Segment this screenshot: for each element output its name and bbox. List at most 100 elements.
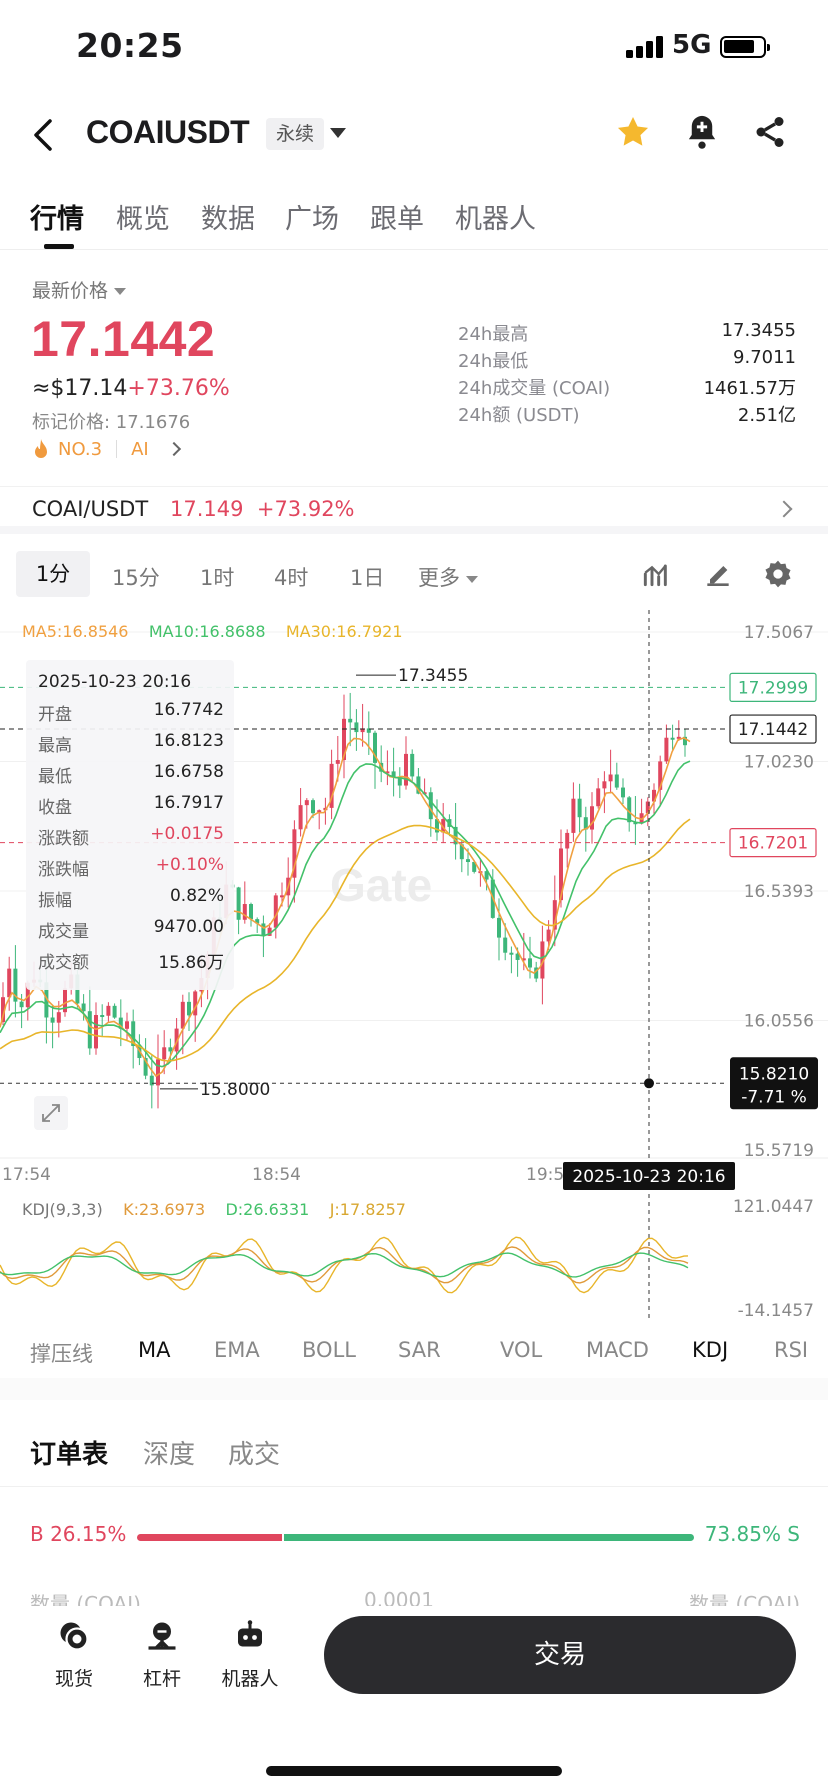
candle-body — [131, 1021, 136, 1047]
tab-square[interactable]: 广场 — [285, 204, 339, 235]
indicator-ema[interactable]: EMA — [214, 1338, 260, 1362]
candle-body — [559, 848, 563, 901]
candle-body — [459, 844, 464, 860]
indicator-boll[interactable]: BOLL — [302, 1338, 356, 1362]
buy-ratio: B 26.15% — [30, 1522, 127, 1546]
candle-body — [236, 887, 241, 920]
interval-15m[interactable]: 15分 — [112, 566, 160, 590]
candle-body — [174, 1028, 179, 1052]
candle-body — [509, 952, 514, 955]
gear-icon[interactable] — [762, 558, 794, 590]
candle-body — [652, 789, 656, 802]
interval-more[interactable]: 更多 — [418, 562, 478, 592]
column-header: 数量 (COAI) — [689, 1592, 800, 1608]
nav-label: 机器人 — [221, 1668, 279, 1690]
back-icon[interactable] — [28, 115, 58, 155]
tooltip-value: 15.86万 — [158, 953, 224, 973]
price-alert-icon[interactable] — [684, 113, 720, 151]
indicator-ma[interactable]: MA — [138, 1338, 171, 1362]
candle-body — [472, 862, 477, 872]
pair-title: COAIUSDT — [86, 114, 250, 150]
candle-body — [515, 953, 520, 960]
y-tick-label: 15.5719 — [744, 1141, 814, 1161]
rank-row[interactable]: NO.3 AI — [32, 438, 181, 460]
stat-value: 2.51亿 — [737, 405, 796, 426]
leverage-icon — [144, 1618, 180, 1654]
change-percent: +73.76% — [127, 376, 230, 401]
nav-leverage[interactable]: 杠杆 — [126, 1618, 198, 1691]
active-tab-indicator — [44, 244, 74, 249]
stat-row: 24h额 (USDT) 2.51亿 — [458, 401, 796, 428]
candle-body — [627, 797, 632, 823]
expand-icon-glyph — [42, 1104, 60, 1122]
tab-depth[interactable]: 深度 — [143, 1440, 196, 1470]
candlestick-chart[interactable]: Gate 17.5067 17.0230 16.5393 16.0556 15.5719 1… — [0, 610, 828, 1320]
trade-button[interactable]: 交易 — [324, 1616, 796, 1694]
network-type: 5G — [672, 30, 712, 60]
tooltip-row: 开盘 16.7742 — [38, 700, 224, 731]
bottom-nav: 现货 杠杆 机器人 交易 — [0, 1606, 828, 1792]
tab-copy-trading[interactable]: 跟单 — [370, 204, 424, 235]
stat-row: 24h最高 17.3455 — [458, 320, 796, 347]
nav-label: 现货 — [54, 1668, 93, 1690]
ma-legend: MA5:16.8546 MA10:16.8688 MA30:16.7921 — [22, 622, 403, 641]
indicator-macd[interactable]: MACD — [586, 1338, 649, 1362]
candle-body — [466, 859, 470, 863]
candle-body — [13, 968, 18, 1002]
indicator-vol[interactable]: VOL — [500, 1338, 543, 1362]
interval-4h[interactable]: 4时 — [274, 566, 309, 590]
candle-body — [100, 1015, 105, 1018]
indicator-kdj[interactable]: KDJ — [692, 1338, 729, 1362]
buy-sell-ratio: B 26.15% 73.85% S — [30, 1522, 800, 1552]
tab-orderbook[interactable]: 订单表 — [30, 1440, 109, 1470]
candle-body — [683, 736, 687, 746]
indicator-sar[interactable]: SAR — [398, 1338, 441, 1362]
contract-type-badge[interactable]: 永续 — [266, 118, 325, 150]
tooltip-row: 收盘 16.7917 — [38, 793, 224, 824]
candle-body — [571, 798, 576, 833]
tab-bot[interactable]: 机器人 — [455, 204, 536, 235]
x-tick-label: 18:54 — [252, 1165, 301, 1185]
kdj-j-line — [0, 1236, 689, 1294]
interval-1m[interactable]: 1分 — [16, 551, 90, 597]
share-icon[interactable] — [752, 113, 788, 151]
candle-body — [292, 829, 297, 878]
candle-body — [385, 771, 390, 774]
tooltip-value: 16.6758 — [153, 762, 224, 782]
tab-data[interactable]: 数据 — [201, 204, 255, 235]
candle-body — [546, 929, 551, 942]
tab-trades[interactable]: 成交 — [228, 1440, 281, 1470]
candle-body — [360, 728, 365, 733]
nav-bot[interactable]: 机器人 — [214, 1618, 286, 1691]
candle-body — [435, 819, 439, 833]
kdj-k: K:23.6973 — [123, 1200, 206, 1219]
nav-spot[interactable]: 现货 — [38, 1618, 110, 1691]
spot-pair-name: COAI/USDT — [32, 497, 149, 521]
candle-body — [335, 760, 340, 764]
interval-1d[interactable]: 1日 — [350, 566, 385, 590]
candle-body — [342, 718, 346, 761]
candle-body — [298, 805, 303, 830]
stat-value: 17.3455 — [721, 320, 796, 341]
indicator-icon[interactable] — [640, 558, 672, 590]
star-icon[interactable] — [614, 113, 652, 151]
spot-pair-bar[interactable]: COAI/USDT 17.149 +73.92% — [0, 486, 828, 534]
low-marker-label: 15.8000 — [200, 1080, 270, 1100]
tab-overview[interactable]: 概览 — [116, 204, 170, 235]
indicator-rsi[interactable]: RSI — [774, 1338, 809, 1362]
candle-body — [608, 774, 613, 782]
candle-body — [255, 919, 260, 924]
latest-price-selector[interactable]: 最新价格 — [32, 276, 126, 303]
draw-icon[interactable] — [702, 558, 734, 590]
indicator-support[interactable]: 撑压线 — [30, 1342, 93, 1366]
candle-body — [242, 904, 247, 920]
chevron-down-icon[interactable] — [330, 128, 346, 138]
tooltip-row: 涨跌额 +0.0175 — [38, 824, 224, 855]
kdj-d: D:26.6331 — [225, 1200, 310, 1219]
rank-divider — [116, 440, 118, 458]
candle-body — [7, 968, 12, 998]
candle-body — [410, 753, 415, 777]
interval-1h[interactable]: 1时 — [200, 566, 235, 590]
tab-market[interactable]: 行情 — [30, 204, 84, 235]
candle-body — [267, 927, 272, 936]
